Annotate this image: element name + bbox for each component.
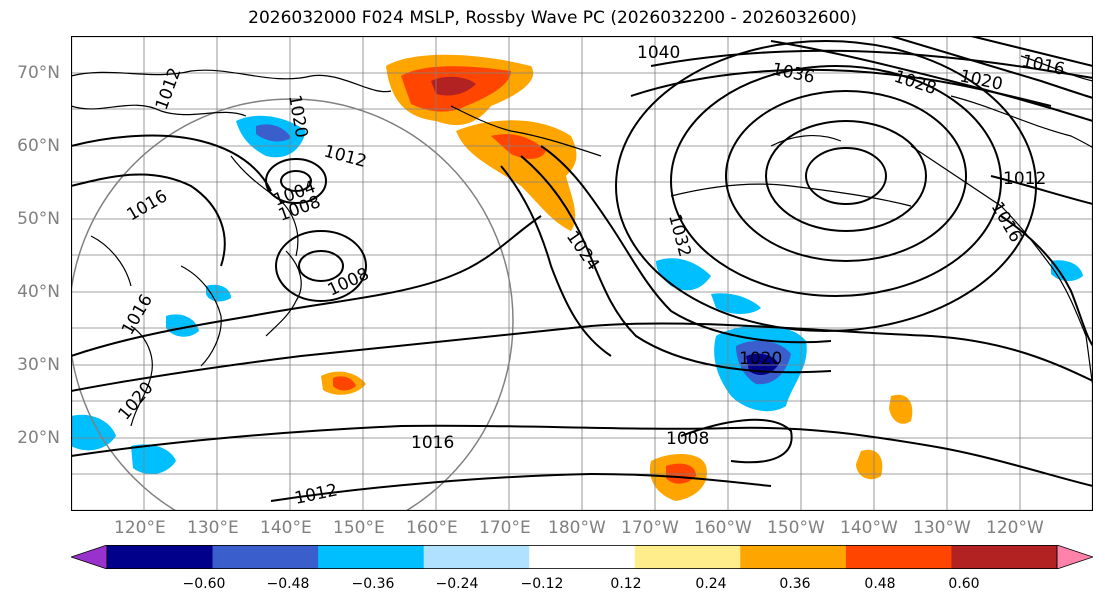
colorbar-tick: 0.24 [695, 576, 727, 592]
colorbar-segment [423, 545, 530, 569]
graticule [71, 36, 1093, 511]
colorbar-tick: −0.36 [351, 576, 395, 592]
contour-label: 1016 [411, 433, 454, 453]
colorbar-tick: 0.36 [779, 576, 811, 592]
lon-label: 120°E [114, 518, 166, 538]
colorbar-segment [634, 545, 741, 569]
colorbar-segment [951, 545, 1058, 569]
colorbar [71, 545, 1093, 569]
colorbar-segment [845, 545, 952, 569]
chart-title: 2026032000 F024 MSLP, Rossby Wave PC (20… [248, 8, 857, 28]
isobars [71, 36, 1093, 502]
lon-label: 120°W [986, 518, 1044, 538]
colorbar-extend-high [1056, 545, 1093, 569]
colorbar-tick: −0.24 [435, 576, 479, 592]
contour-label: 1020 [739, 349, 782, 369]
lon-label: 130°E [187, 518, 239, 538]
coastlines [71, 55, 1093, 427]
contour-label: 1012 [1003, 169, 1046, 189]
colorbar-extend-low [71, 545, 108, 569]
colorbar-segment [318, 545, 425, 569]
lat-label: 70°N [17, 63, 60, 83]
colorbar-tick: 0.12 [610, 576, 642, 592]
lon-label: 180°W [548, 518, 606, 538]
colorbar-tick: −0.48 [266, 576, 310, 592]
lon-label: 170°E [479, 518, 531, 538]
lat-label: 50°N [17, 209, 60, 229]
contour-label: 1008 [666, 429, 709, 449]
range-circle [71, 98, 514, 511]
colorbar-segment [740, 545, 847, 569]
map-panel: 1040 1036 1028 1020 1016 1012 1016 1024 … [71, 36, 1093, 511]
colorbar-segment [107, 545, 214, 569]
lat-label: 40°N [17, 282, 60, 302]
lon-label: 150°E [333, 518, 385, 538]
colorbar-tick: 0.48 [864, 576, 896, 592]
colorbar-segment [529, 545, 636, 569]
contour-label: 1040 [637, 43, 680, 63]
lon-label: 140°E [260, 518, 312, 538]
lon-label: 140°W [840, 518, 898, 538]
colorbar-segment [212, 545, 319, 569]
lat-label: 60°N [17, 136, 60, 156]
colorbar-tick: −0.12 [520, 576, 564, 592]
lon-label: 160°W [694, 518, 752, 538]
lon-label: 150°W [767, 518, 825, 538]
lat-label: 30°N [17, 355, 60, 375]
lon-label: 170°W [621, 518, 679, 538]
lon-label: 160°E [406, 518, 458, 538]
lat-label: 20°N [17, 428, 60, 448]
colorbar-tick: 0.60 [948, 576, 980, 592]
anomaly-shading [71, 54, 1083, 501]
colorbar-tick: −0.60 [182, 576, 226, 592]
lon-label: 130°W [913, 518, 971, 538]
